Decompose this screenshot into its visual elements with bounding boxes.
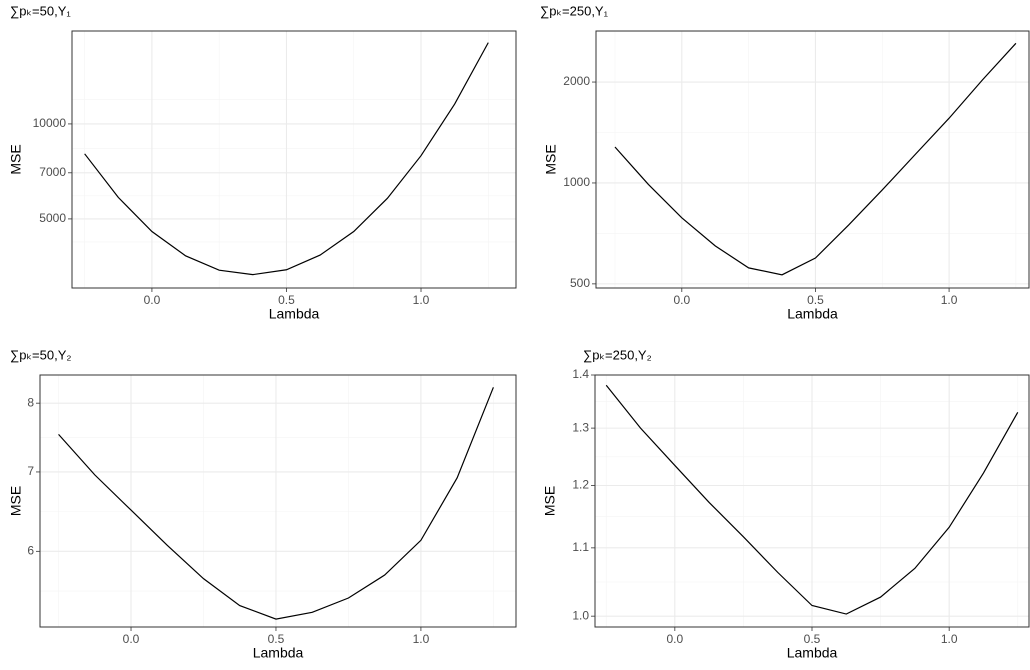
panel-title: ∑pₖ=50,Y₁ — [10, 3, 71, 18]
y-tick-label: 1.2 — [572, 478, 589, 492]
y-tick-label: 6 — [27, 543, 34, 557]
y-axis-title: MSE — [543, 144, 559, 174]
data-line — [614, 42, 1017, 276]
y-tick-label: 1.0 — [572, 608, 589, 622]
y-tick-label: 1.1 — [572, 540, 589, 554]
panel-border — [39, 374, 517, 628]
y-tick-label: 10000 — [33, 116, 67, 130]
y-tick-label: 7 — [27, 464, 34, 478]
y-axis-title: MSE — [8, 486, 24, 516]
panel-title: ∑pₖ=50,Y₂ — [10, 347, 71, 362]
x-axis-title: Lambda — [787, 306, 838, 322]
data-line — [58, 387, 494, 620]
x-tick-label: 0.5 — [278, 293, 295, 307]
x-tick-label: 0.0 — [666, 632, 683, 646]
x-tick-label: 1.0 — [413, 632, 430, 646]
y-axis-title: MSE — [8, 144, 24, 174]
panel-border — [595, 30, 1030, 289]
x-axis-title: Lambda — [269, 306, 320, 322]
y-tick-label: 8 — [27, 395, 34, 409]
x-axis-title: Lambda — [787, 645, 838, 661]
x-axis-title: Lambda — [253, 645, 304, 661]
x-tick-label: 0.5 — [807, 293, 824, 307]
x-tick-label: 0.5 — [804, 632, 821, 646]
y-tick-label: 5000 — [39, 211, 66, 225]
y-tick-label: 1.4 — [572, 367, 589, 381]
x-tick-label: 1.0 — [941, 293, 958, 307]
y-tick-label: 7000 — [39, 165, 66, 179]
panel-title: ∑pₖ=250,Y₂ — [583, 347, 652, 362]
x-tick-label: 0.5 — [268, 632, 285, 646]
y-tick-label: 500 — [570, 276, 590, 290]
x-tick-label: 0.0 — [123, 632, 140, 646]
x-tick-label: 1.0 — [941, 632, 958, 646]
x-tick-label: 0.0 — [144, 293, 161, 307]
y-tick-label: 1.3 — [572, 420, 589, 434]
panel-border — [71, 30, 517, 289]
data-line — [605, 384, 1019, 615]
data-line — [84, 42, 489, 276]
y-tick-label: 1000 — [563, 175, 590, 189]
x-tick-label: 1.0 — [413, 293, 430, 307]
panel-border — [594, 374, 1030, 628]
y-tick-label: 2000 — [563, 74, 590, 88]
panel-title: ∑pₖ=250,Y₁ — [540, 3, 609, 18]
y-axis-title: MSE — [542, 486, 558, 516]
x-tick-label: 0.0 — [673, 293, 690, 307]
